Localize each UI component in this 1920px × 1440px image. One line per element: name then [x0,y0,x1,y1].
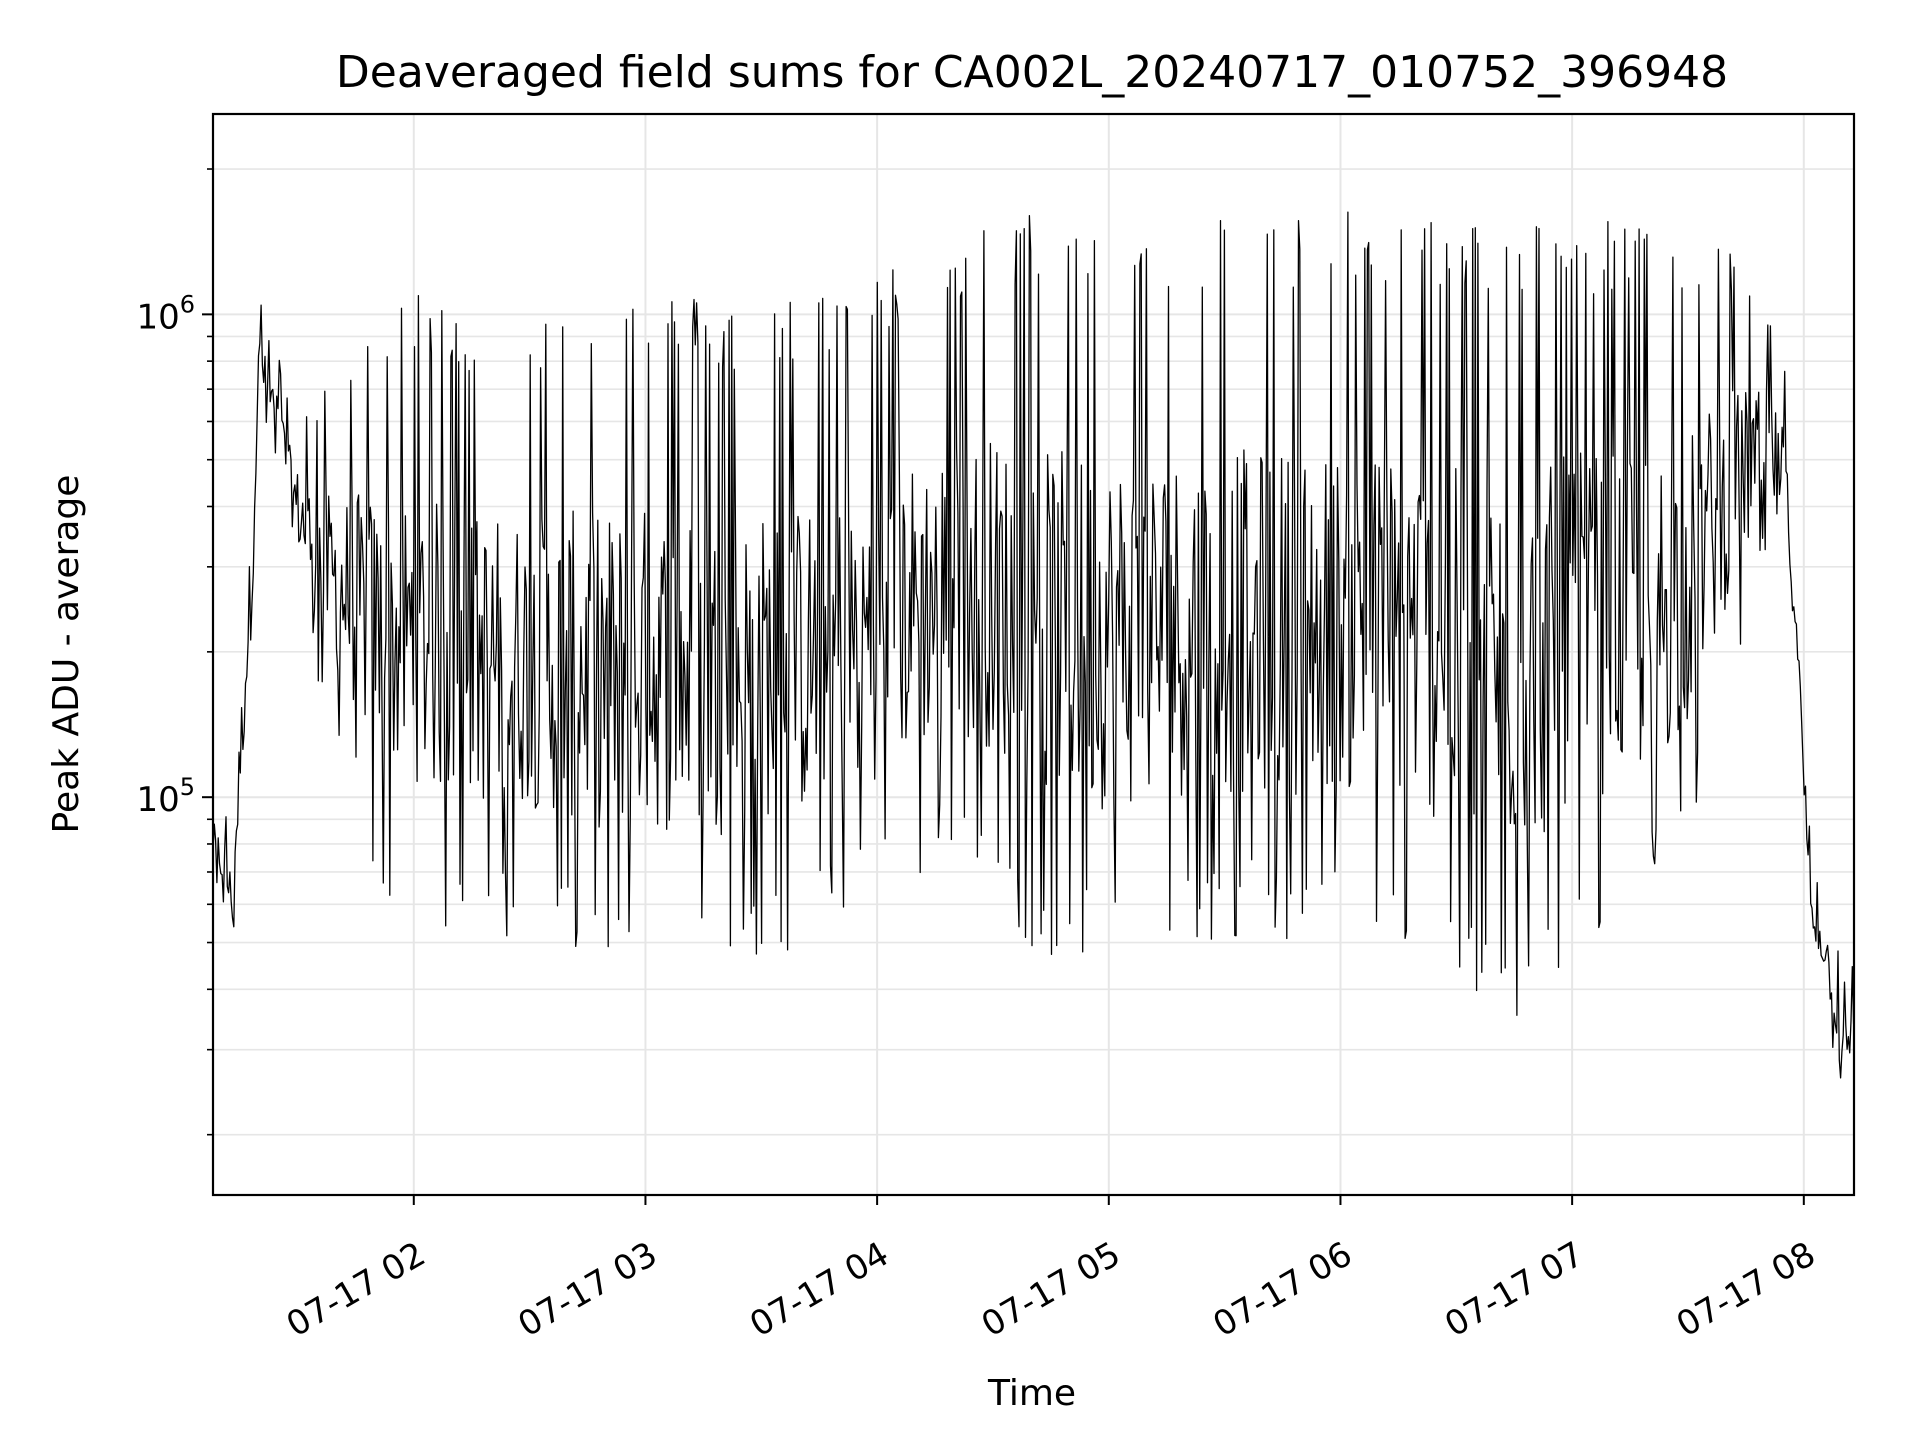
x-tick-label: 07-17 08 [1670,1234,1822,1345]
x-tick-label: 07-17 07 [1438,1234,1590,1345]
x-axis-label: Time [987,1373,1076,1414]
y-tick-label: 106 [136,290,195,337]
x-tick-label: 07-17 03 [512,1234,664,1345]
chart-title: Deaveraged field sums for CA002L_2024071… [336,47,1728,98]
x-axis: 07-17 02 07-17 03 07-17 04 07-17 05 07-17 06… [280,1195,1822,1345]
plot-area [212,211,1855,1079]
y-axis-label: Peak ADU - average [46,475,87,834]
y-tick-label: 105 [136,773,195,820]
x-tick-label: 07-17 05 [975,1234,1127,1345]
x-tick-label: 07-17 04 [743,1234,895,1345]
y-axis: 105 106 [136,168,213,1136]
axes-frame [211,112,1856,1197]
x-tick-label: 07-17 02 [280,1234,432,1345]
x-tick-label: 07-17 06 [1207,1234,1359,1345]
series-line [212,211,1855,1079]
